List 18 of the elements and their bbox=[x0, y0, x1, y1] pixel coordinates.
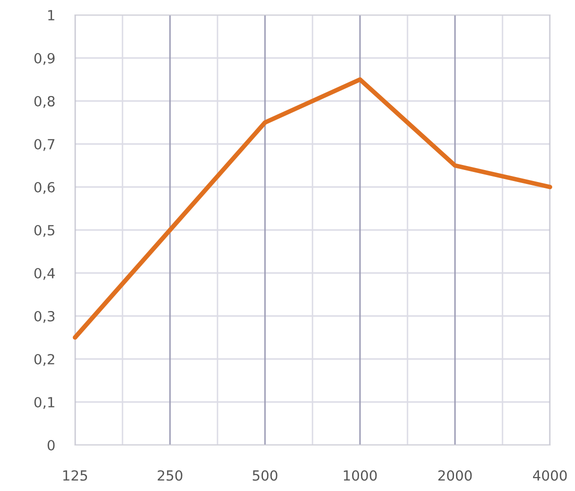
x-tick-label: 1000 bbox=[344, 470, 377, 481]
y-tick-label: 1 bbox=[48, 10, 54, 20]
line-series bbox=[72, 77, 552, 340]
x-tick-label: 4000 bbox=[533, 470, 567, 481]
y-tick-label: 0,5 bbox=[34, 224, 54, 237]
y-tick-label: 0,1 bbox=[34, 396, 54, 409]
y-tick-label: 0,3 bbox=[34, 310, 54, 323]
y-tick-label: 0 bbox=[48, 440, 55, 450]
x-tick-label: 2000 bbox=[438, 470, 472, 481]
y-tick-label: 0,8 bbox=[34, 96, 55, 108]
x-tick-label: 250 bbox=[158, 470, 182, 481]
y-tick-label: 0,2 bbox=[34, 354, 54, 366]
y-tick-label: 0,4 bbox=[34, 268, 55, 280]
y-tick-label: 0,7 bbox=[34, 138, 54, 151]
x-tick-label: 125 bbox=[63, 470, 88, 481]
x-tick-label: 500 bbox=[252, 470, 278, 481]
y-tick-label: 0,6 bbox=[34, 182, 55, 194]
y-tick-label: 0,9 bbox=[34, 52, 55, 65]
